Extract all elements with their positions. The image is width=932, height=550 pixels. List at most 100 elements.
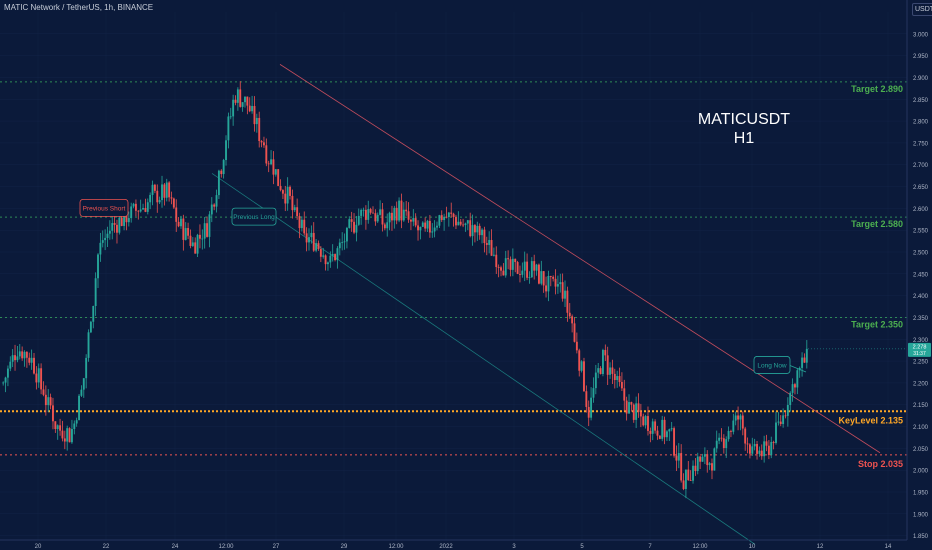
candle-body	[400, 200, 403, 221]
candle-body	[42, 389, 45, 395]
candle-body	[732, 420, 735, 432]
candle-body	[540, 271, 543, 284]
candle-body	[684, 469, 687, 489]
candle-body	[464, 223, 467, 226]
candle-body	[244, 96, 246, 103]
candle-body	[438, 215, 441, 226]
time-tick-label: 2022	[439, 544, 453, 550]
candle-body	[353, 221, 355, 233]
candle-body	[379, 209, 382, 215]
candle-body	[308, 237, 310, 243]
candle-body	[177, 221, 180, 227]
candle-body	[405, 209, 408, 212]
candle-body	[794, 384, 796, 388]
candle-body	[236, 89, 239, 103]
candle-body	[428, 220, 431, 233]
currency-badge[interactable]: USDT	[912, 3, 932, 16]
candle-body	[35, 373, 38, 383]
candle-body	[52, 405, 54, 422]
candle-body	[566, 290, 569, 313]
candle-body	[772, 442, 775, 443]
candle-body	[66, 428, 69, 442]
candle-body	[466, 220, 469, 224]
candle-body	[476, 225, 479, 233]
candle-body	[644, 416, 647, 426]
time-tick-label: 12	[817, 544, 824, 550]
candle-body	[172, 198, 175, 208]
time-tick-label: 3	[512, 544, 516, 550]
candle-body	[530, 261, 533, 278]
candle-body	[407, 211, 410, 220]
candle-body	[182, 218, 185, 240]
candle-body	[163, 184, 166, 198]
candle-body	[25, 351, 28, 358]
candle-body	[40, 368, 43, 390]
price-tick-label: 2.800	[913, 120, 929, 126]
candle-body	[502, 270, 505, 276]
candle-body	[220, 170, 223, 175]
candle-body	[419, 226, 422, 231]
price-axis: 1.850 1.900 1.950 2.000 2.050 2.100 2.150 2.200…	[808, 0, 932, 550]
annotation-box	[753, 356, 791, 374]
candle-body	[651, 421, 654, 434]
candle-body	[142, 208, 144, 210]
candle-body	[170, 197, 173, 199]
candle-body	[289, 186, 291, 196]
price-tick-label: 2.350	[913, 316, 929, 322]
candle-body	[471, 225, 474, 237]
candle-body	[300, 219, 303, 229]
price-tick-label: 1.850	[913, 534, 929, 540]
candle-body	[161, 184, 163, 201]
candle-body	[89, 321, 92, 333]
candle-body	[450, 212, 453, 214]
candle-body	[414, 218, 417, 226]
time-axis: 20 22 24 12:00 27 29 12:00 2022 3 5 7 12:00 10 12 14	[0, 539, 907, 550]
candle-body	[592, 388, 595, 398]
candle-body	[16, 356, 19, 361]
candle-body	[763, 441, 766, 457]
candle-body	[687, 469, 690, 481]
candle-body	[284, 193, 287, 204]
candle-body	[692, 465, 694, 481]
candle-body	[153, 184, 156, 191]
candle-body	[462, 224, 465, 226]
candle-body	[298, 216, 301, 229]
candle-body	[139, 209, 142, 212]
candle-body	[746, 443, 749, 445]
candle-body	[642, 416, 645, 426]
candle-body	[234, 99, 237, 103]
candle-body	[535, 264, 538, 271]
candle-body	[111, 223, 114, 231]
candle-body	[559, 282, 562, 285]
candle-body	[701, 456, 704, 462]
candle-body	[545, 285, 547, 292]
candle-body	[677, 453, 680, 461]
candle-body	[440, 215, 443, 221]
candle-body	[258, 117, 261, 142]
candle-body	[322, 255, 325, 257]
candle-body	[791, 384, 794, 393]
candle-body	[73, 423, 76, 430]
annotation-pointer	[789, 365, 807, 373]
price-tick-label: 2.450	[913, 272, 929, 278]
price-tick-label: 2.300	[913, 338, 929, 344]
candle-body	[630, 402, 633, 405]
price-tick-label: 2.950	[913, 54, 929, 60]
candle-body	[47, 397, 50, 406]
candle-body	[334, 254, 337, 261]
candle-body	[270, 159, 273, 165]
candle-body	[796, 370, 799, 388]
candle-body	[412, 218, 415, 222]
candle-body	[573, 323, 576, 342]
candle-body	[590, 397, 593, 418]
candle-body	[514, 258, 517, 263]
candle-body	[327, 262, 329, 265]
price-tick-label: 1.900	[913, 512, 929, 518]
candle-body	[663, 419, 666, 438]
candle-body	[130, 206, 133, 219]
candle-body	[481, 229, 483, 236]
level-label: Target 2.580	[851, 219, 903, 229]
candle-body	[383, 224, 386, 229]
candle-body	[547, 276, 550, 292]
